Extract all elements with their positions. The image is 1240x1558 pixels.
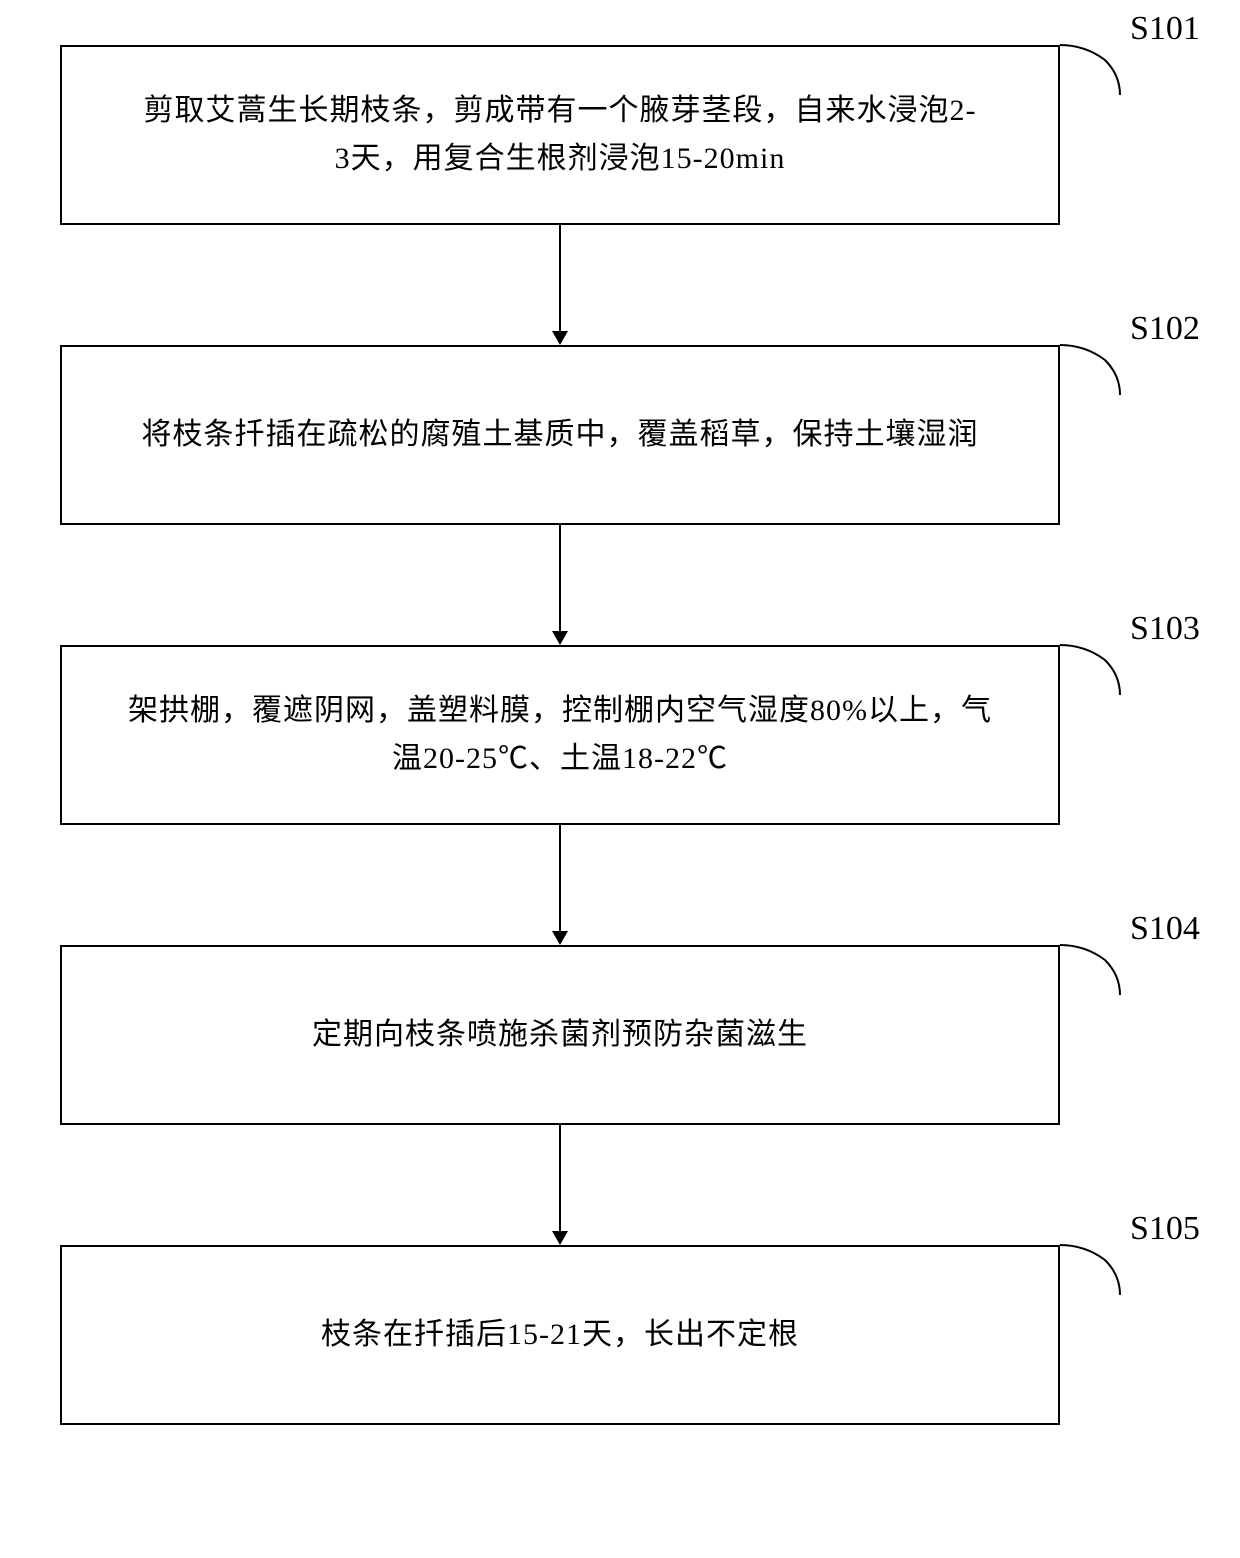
arrow-line-3	[559, 825, 561, 931]
connector-s103	[1055, 640, 1125, 710]
connector-s104	[1055, 940, 1125, 1010]
arrow-head-1	[552, 331, 568, 345]
step-label-s104: S104	[1130, 910, 1200, 948]
connector-s105	[1055, 1240, 1125, 1310]
connector-s102	[1055, 340, 1125, 410]
step-label-s102: S102	[1130, 310, 1200, 348]
flowchart-diagram: 剪取艾蒿生长期枝条，剪成带有一个腋芽茎段，自来水浸泡2- 3天，用复合生根剂浸泡…	[0, 0, 1240, 1558]
step-text-s102: 将枝条扦插在疏松的腐殖土基质中，覆盖稻草，保持土壤湿润	[142, 411, 979, 459]
step-label-s105: S105	[1130, 1210, 1200, 1248]
step-box-s102: 将枝条扦插在疏松的腐殖土基质中，覆盖稻草，保持土壤湿润	[60, 345, 1060, 525]
connector-s101	[1055, 40, 1125, 110]
step-text-s103: 架拱棚，覆遮阴网，盖塑料膜，控制棚内空气湿度80%以上，气 温20-25℃、土温…	[128, 687, 992, 783]
arrow-line-4	[559, 1125, 561, 1231]
step-box-s104: 定期向枝条喷施杀菌剂预防杂菌滋生	[60, 945, 1060, 1125]
arrow-line-1	[559, 225, 561, 331]
step-text-s105: 枝条在扦插后15-21天，长出不定根	[321, 1311, 799, 1359]
step-text-s104: 定期向枝条喷施杀菌剂预防杂菌滋生	[312, 1011, 808, 1059]
step-text-s101: 剪取艾蒿生长期枝条，剪成带有一个腋芽茎段，自来水浸泡2- 3天，用复合生根剂浸泡…	[144, 87, 977, 183]
step-label-s101: S101	[1130, 10, 1200, 48]
arrow-line-2	[559, 525, 561, 631]
step-label-s103: S103	[1130, 610, 1200, 648]
arrow-head-3	[552, 931, 568, 945]
step-box-s101: 剪取艾蒿生长期枝条，剪成带有一个腋芽茎段，自来水浸泡2- 3天，用复合生根剂浸泡…	[60, 45, 1060, 225]
arrow-head-2	[552, 631, 568, 645]
step-box-s103: 架拱棚，覆遮阴网，盖塑料膜，控制棚内空气湿度80%以上，气 温20-25℃、土温…	[60, 645, 1060, 825]
arrow-head-4	[552, 1231, 568, 1245]
step-box-s105: 枝条在扦插后15-21天，长出不定根	[60, 1245, 1060, 1425]
